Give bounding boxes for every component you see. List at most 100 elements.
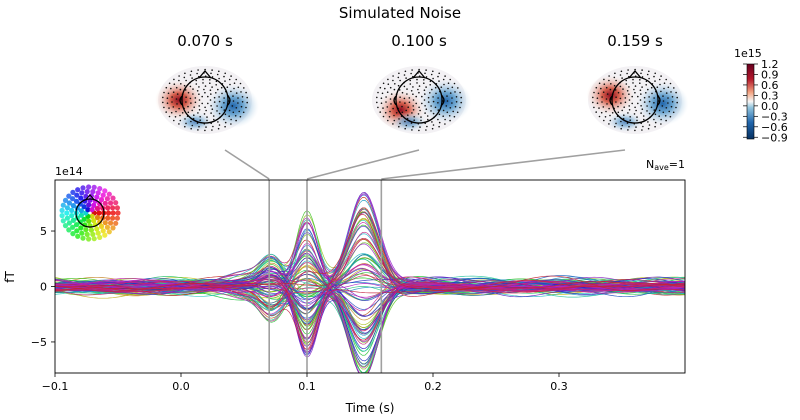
sensor-dot <box>642 125 644 128</box>
sensor-legend-dot <box>66 193 72 199</box>
sensor-dot <box>162 101 164 104</box>
sensor-dot <box>606 93 609 95</box>
sensor-dot <box>419 109 421 112</box>
sensor-dot <box>196 72 198 75</box>
sensor-dot <box>423 89 426 91</box>
sensor-dot <box>218 70 220 73</box>
sensor-dot <box>610 83 612 85</box>
sensor-dot <box>413 116 416 118</box>
sensor-dot <box>376 101 378 104</box>
sensor-dot <box>405 109 408 112</box>
sensor-legend-dot <box>75 187 81 193</box>
topomap: 0.159 s <box>586 32 689 134</box>
sensor-dot <box>195 83 198 85</box>
sensor-dot <box>415 95 418 98</box>
sensor-legend-dot <box>94 194 100 200</box>
sensor-dot <box>173 83 176 85</box>
sensor-dot <box>626 122 629 124</box>
topomap-positive-lobe <box>155 80 203 120</box>
sensor-legend-dot <box>91 218 97 224</box>
sensor-dot <box>390 103 392 105</box>
sensor-dot <box>223 109 226 111</box>
topomap-negative-lobe <box>419 79 472 124</box>
sensor-dot <box>411 112 413 114</box>
sensor-dot <box>170 87 172 90</box>
sensor-dot <box>245 106 247 109</box>
sensor-legend-dot <box>96 210 102 216</box>
sensor-dot <box>661 105 664 107</box>
channel-trace <box>55 221 685 296</box>
sensor-dot <box>663 87 665 90</box>
sensor-dot <box>415 102 418 105</box>
topomap-time-label: 0.070 s <box>177 32 233 50</box>
x-tick-label: 0.3 <box>550 380 568 393</box>
sensor-dot <box>648 77 650 80</box>
sensor-dot <box>220 106 223 109</box>
x-tick-label: 0.1 <box>298 380 316 393</box>
sensor-dot <box>379 111 382 113</box>
sensor-legend-dot <box>95 190 101 196</box>
sensor-dot <box>427 101 430 103</box>
sensor-dot <box>407 106 410 108</box>
sensor-dot <box>596 97 599 99</box>
sensor-dot <box>437 75 439 78</box>
sensor-legend-dot <box>59 213 65 219</box>
sensor-dot <box>437 109 440 111</box>
sensor-legend-nose <box>85 194 95 200</box>
sensor-dot <box>633 113 636 115</box>
channel-trace <box>55 231 685 317</box>
sensor-dot <box>625 83 628 85</box>
colorbar-tick-label: 0.0 <box>761 100 779 113</box>
sensor-dot <box>163 106 165 109</box>
sensor-dot <box>399 122 401 125</box>
sensor-dot <box>399 101 401 103</box>
sensor-dot <box>672 111 675 114</box>
sensor-dot <box>669 82 672 85</box>
sensor-dot <box>425 86 427 88</box>
sensor-dot <box>619 85 622 88</box>
sensor-dot <box>399 79 401 82</box>
sensor-dot <box>633 88 635 91</box>
x-tick-label: −0.1 <box>42 380 69 393</box>
colorbar-gradient <box>746 63 755 140</box>
y-tick-label: 0 <box>40 280 47 293</box>
sensor-dot <box>410 72 412 75</box>
sensor-legend-dot <box>110 210 116 216</box>
sensor-dot <box>187 105 189 108</box>
sensor-legend-dot <box>100 228 106 234</box>
sensor-dot <box>393 88 396 91</box>
sensor-dot <box>377 106 379 109</box>
sensor-dot <box>658 109 661 112</box>
sensor-legend-dot <box>81 216 87 222</box>
sensor-legend-dot <box>110 205 116 211</box>
channel-trace <box>55 238 685 292</box>
sensor-dot <box>235 119 237 122</box>
sensor-legend-dot <box>62 197 69 203</box>
sensor-dot <box>621 77 623 79</box>
sensor-legend-dot <box>64 210 70 216</box>
sensor-dot <box>393 119 396 122</box>
sensor-dot <box>608 75 610 77</box>
sensor-dot <box>604 116 607 118</box>
sensor-legend-dot <box>88 227 94 233</box>
x-tick-label: 0.2 <box>424 380 442 393</box>
sensor-dot <box>398 89 401 91</box>
sensor-dot <box>197 112 199 114</box>
sensor-legend-dot <box>70 231 76 237</box>
sensor-dot <box>235 92 238 94</box>
sensor-dot <box>453 82 456 85</box>
sensor-dot <box>204 129 206 132</box>
sensor-dot <box>183 84 186 87</box>
sensor-legend-dot <box>74 192 80 198</box>
sensor-dot <box>223 102 225 104</box>
sensor-dot <box>404 127 407 130</box>
sensor-legend-dot <box>97 234 103 240</box>
sensor-dot <box>426 115 429 117</box>
sensor-legend-dot <box>86 218 92 224</box>
sensor-legend-dot <box>100 192 106 198</box>
topomap-negative-lobe <box>391 112 427 132</box>
sensor-dot <box>614 125 616 128</box>
sensor-dot <box>643 96 646 99</box>
sensor-dot <box>411 129 413 131</box>
